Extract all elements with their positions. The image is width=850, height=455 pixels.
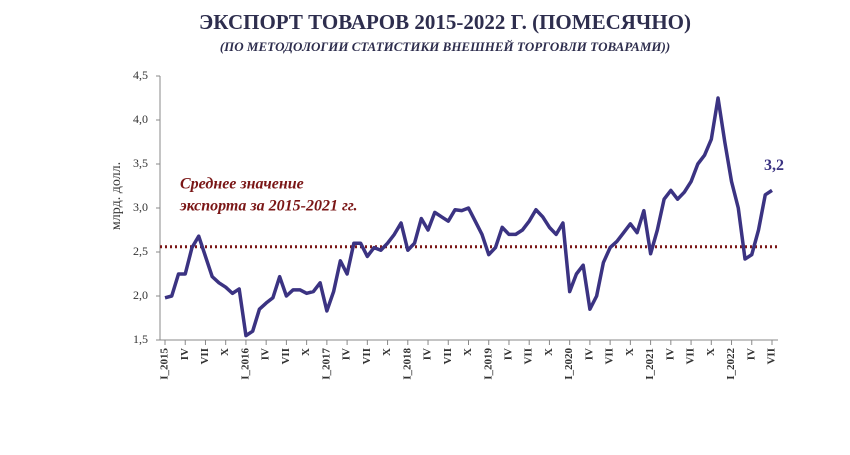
x-tick-label: VII [685,348,697,365]
data-line [164,96,773,338]
x-tick-label: VII [199,348,211,365]
y-tick-label: 3,5 [133,156,148,170]
x-tick-label: VII [361,348,373,365]
x-tick-label: X [462,348,474,356]
x-tick-label: I_2015 [159,348,171,380]
x-tick-label: X [300,348,312,356]
x-tick-label: I_2019 [482,348,494,380]
chart-title: ЭКСПОРТ ТОВАРОВ 2015-2022 Г. (ПОМЕСЯЧНО) [199,10,691,34]
x-tick-label: I_2022 [725,348,737,380]
x-tick-label: IV [583,348,595,360]
x-tick-label: VII [766,348,778,365]
value-label: 3,2 [764,157,784,174]
x-tick-label: X [543,348,555,356]
average-label: экспорта за 2015-2021 гг. [179,198,358,215]
x-tick-label: IV [422,348,434,360]
chart-subtitle: (ПО МЕТОДОЛОГИИ СТАТИСТИКИ ВНЕШНЕЙ ТОРГО… [220,39,670,54]
x-tick-label: X [705,348,717,356]
x-tick-label: VII [604,348,616,365]
x-tick-label: VII [523,348,535,365]
x-tick-label: X [219,348,231,356]
x-tick-label: VII [280,348,292,365]
x-tick-label: I_2020 [563,348,575,380]
x-tick-label: I_2021 [644,348,656,380]
x-tick-label: VII [442,348,454,365]
x-tick-label: IV [341,348,353,360]
y-tick-label: 1,5 [133,332,148,346]
x-tick-label: IV [260,348,272,360]
y-tick-label: 4,5 [133,68,148,82]
y-tick-label: 2,5 [133,244,148,258]
y-tick-label: 3,0 [133,200,148,214]
x-tick-label: I_2018 [401,348,413,380]
x-tick-label: IV [179,348,191,360]
x-tick-label: IV [745,348,757,360]
y-tick-label: 4,0 [133,112,148,126]
x-tick-label: IV [502,348,514,360]
y-tick-label: 2,0 [133,288,148,302]
y-axis-label: млрд. долл. [109,162,124,230]
x-tick-label: I_2016 [239,348,251,380]
x-tick-label: I_2017 [320,348,332,380]
x-tick-label: X [624,348,636,356]
x-tick-label: X [381,348,393,356]
x-tick-label: IV [664,348,676,360]
average-label: Среднее значение [180,176,304,193]
